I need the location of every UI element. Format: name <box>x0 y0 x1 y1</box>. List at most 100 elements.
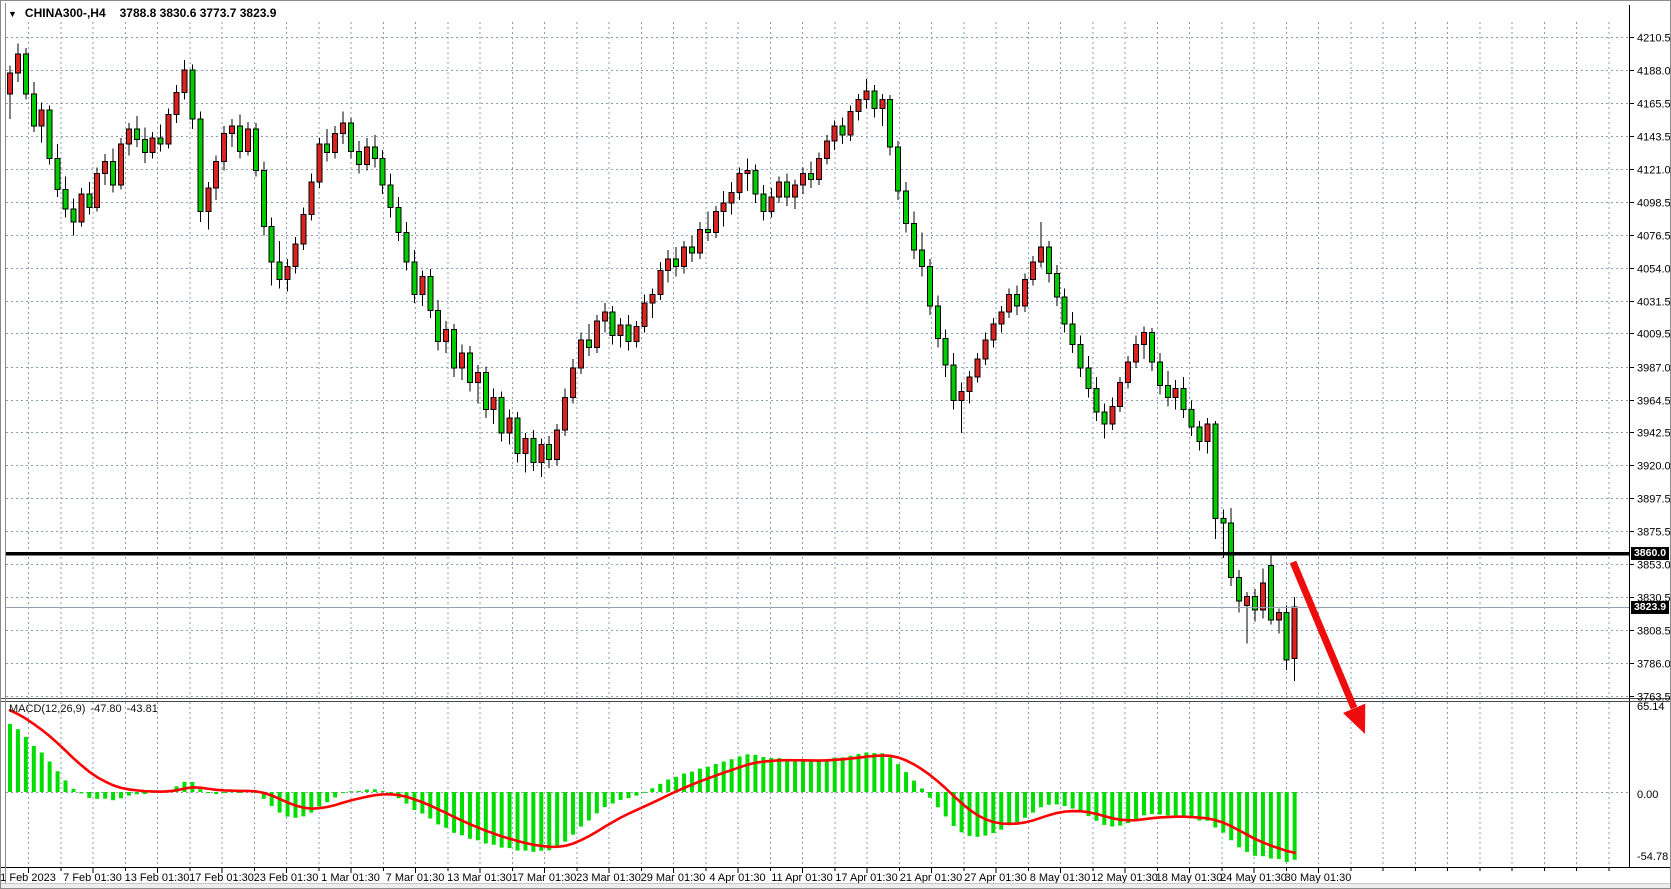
trend-arrow[interactable] <box>1289 560 1366 734</box>
macd-histogram-bar <box>1030 792 1035 813</box>
price-axis-label[interactable]: 4054.0 <box>1637 264 1671 276</box>
macd-histogram-bar <box>801 760 805 792</box>
time-axis-label[interactable]: 7 Feb 01:30 <box>63 872 122 884</box>
macd-histogram-bar <box>1237 792 1242 848</box>
macd-histogram-bar <box>1070 792 1075 809</box>
candle <box>601 311 608 322</box>
price-axis-label[interactable]: 3942.5 <box>1637 428 1671 440</box>
time-axis-label[interactable]: 7 Mar 01:30 <box>386 872 445 884</box>
time-axis-label[interactable]: 30 May 01:30 <box>1285 872 1352 884</box>
macd-axis-label[interactable]: 65.14 <box>1637 701 1665 713</box>
candle <box>847 110 854 136</box>
time-axis-label[interactable]: 17 Apr 01:30 <box>835 872 897 884</box>
time-axis-label[interactable]: 12 May 01:30 <box>1091 872 1158 884</box>
candle <box>157 137 164 145</box>
candle <box>490 396 497 410</box>
macd-histogram-bar <box>23 736 28 792</box>
candle <box>641 302 648 328</box>
macd-histogram-bar <box>1126 792 1131 824</box>
macd-value: -47.80 <box>90 703 122 715</box>
symbol-dropdown-icon[interactable]: ▼ <box>8 9 17 19</box>
time-axis-label[interactable]: 29 Mar 01:30 <box>641 872 706 884</box>
price-axis-label[interactable]: 4210.5 <box>1637 33 1671 45</box>
candle <box>260 169 267 227</box>
macd-histogram-bar <box>507 792 512 849</box>
macd-histogram-bar <box>816 760 821 792</box>
candle <box>760 193 767 213</box>
time-axis-label[interactable]: 1 Mar 01:30 <box>321 872 380 884</box>
macd-histogram-bar <box>999 792 1004 830</box>
price-axis-label[interactable]: 3987.0 <box>1637 363 1671 375</box>
time-axis-label[interactable]: 13 Mar 01:30 <box>447 872 512 884</box>
time-axis-label[interactable]: 21 Apr 01:30 <box>900 872 962 884</box>
candle <box>371 146 378 160</box>
price-axis-label[interactable]: 4076.5 <box>1637 231 1671 243</box>
candle <box>221 133 228 163</box>
price-axis-label[interactable]: 4121.0 <box>1637 165 1671 177</box>
price-axis-label[interactable]: 3920.0 <box>1637 461 1671 473</box>
macd-histogram-bar <box>31 746 36 792</box>
macd-axis-label[interactable]: -54.78 <box>1637 851 1668 863</box>
time-axis-label[interactable]: 4 Apr 01:30 <box>709 872 765 884</box>
macd-histogram-bar <box>142 792 147 795</box>
candle <box>696 228 703 254</box>
price-axis-label[interactable]: 3897.5 <box>1637 494 1671 506</box>
macd-histogram-bar <box>63 780 68 792</box>
current-price-badge: 3823.9 <box>1631 601 1669 614</box>
macd-histogram-bar <box>1284 792 1289 863</box>
candle <box>1156 361 1163 387</box>
price-axis-label[interactable]: 4031.5 <box>1637 297 1671 309</box>
time-axis-label[interactable]: 27 Apr 01:30 <box>964 872 1026 884</box>
price-axis-label[interactable]: 3808.5 <box>1637 626 1671 638</box>
candle <box>1148 332 1155 363</box>
time-axis-label[interactable]: 13 Feb 01:30 <box>125 872 190 884</box>
macd-histogram-bar <box>1181 792 1186 817</box>
candle <box>609 311 616 337</box>
candle <box>141 138 148 154</box>
trend-arrow-head[interactable] <box>1343 703 1366 734</box>
time-axis-label[interactable]: 11 Apr 01:30 <box>771 872 833 884</box>
candle <box>86 193 93 208</box>
time-axis-label[interactable]: 8 May 01:30 <box>1030 872 1091 884</box>
trend-arrow-shaft[interactable] <box>1289 560 1358 710</box>
candle <box>744 169 751 174</box>
candle <box>1109 405 1116 425</box>
candle <box>1275 612 1282 621</box>
candle <box>427 276 434 311</box>
candle <box>1164 385 1171 398</box>
time-axis-label[interactable]: 17 Mar 01:30 <box>512 872 577 884</box>
time-axis-label[interactable]: 1 Feb 2023 <box>1 872 56 884</box>
macd-axis-label[interactable]: 0.00 <box>1637 789 1658 801</box>
price-axis-label[interactable]: 4098.5 <box>1637 198 1671 210</box>
macd-histogram-bar <box>460 792 465 836</box>
time-axis-label[interactable]: 18 May 01:30 <box>1156 872 1223 884</box>
macd-histogram-bar <box>737 756 742 792</box>
candle <box>1125 361 1132 384</box>
macd-histogram-bar <box>1276 792 1281 859</box>
time-axis-label[interactable]: 24 May 01:30 <box>1220 872 1287 884</box>
price-axis-label[interactable]: 3786.0 <box>1637 659 1671 671</box>
macd-histogram-bar <box>333 792 338 798</box>
price-axis-label[interactable]: 3964.5 <box>1637 396 1671 408</box>
price-axis-label[interactable]: 4188.0 <box>1637 66 1671 78</box>
price-axis-label[interactable]: 3763.5 <box>1637 692 1671 704</box>
macd-histogram-bar <box>674 776 679 792</box>
candle <box>704 228 711 233</box>
price-axis-label[interactable]: 4165.5 <box>1637 99 1671 111</box>
time-axis-label[interactable]: 17 Feb 01:30 <box>189 872 254 884</box>
price-axis-label[interactable]: 3875.5 <box>1637 527 1671 539</box>
candle <box>514 417 521 454</box>
ohlc-readout: 3788.8 3830.6 3773.7 3823.9 <box>119 6 277 20</box>
macd-histogram-bar <box>1094 792 1099 821</box>
price-axis-label[interactable]: 4009.5 <box>1637 329 1671 341</box>
macd-histogram-bar <box>356 791 361 793</box>
candle <box>229 125 236 135</box>
candle <box>879 99 886 110</box>
price-axis-label[interactable]: 4143.5 <box>1637 132 1671 144</box>
price-axis-label[interactable]: 3853.0 <box>1637 560 1671 572</box>
time-axis-label[interactable]: 23 Feb 01:30 <box>254 872 319 884</box>
macd-signal-line <box>8 708 1296 855</box>
time-axis-label[interactable]: 23 Mar 01:30 <box>576 872 641 884</box>
candle <box>768 196 775 213</box>
